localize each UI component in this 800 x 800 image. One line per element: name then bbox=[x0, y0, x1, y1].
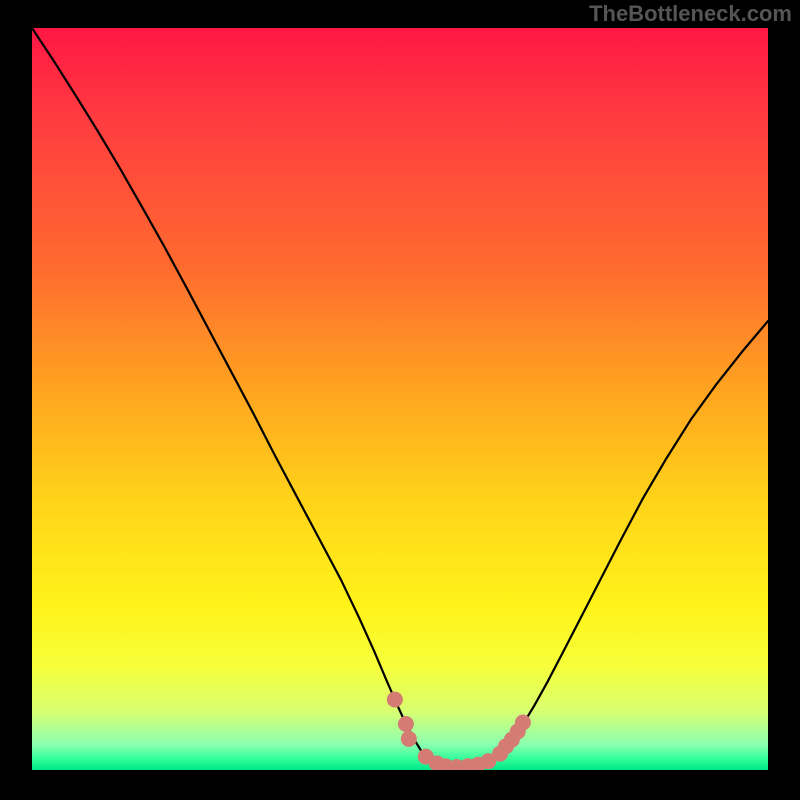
stage: TheBottleneck.com bbox=[0, 0, 800, 800]
chart-gradient-background bbox=[32, 28, 768, 770]
plot-area bbox=[32, 28, 768, 770]
watermark-text: TheBottleneck.com bbox=[589, 1, 792, 27]
